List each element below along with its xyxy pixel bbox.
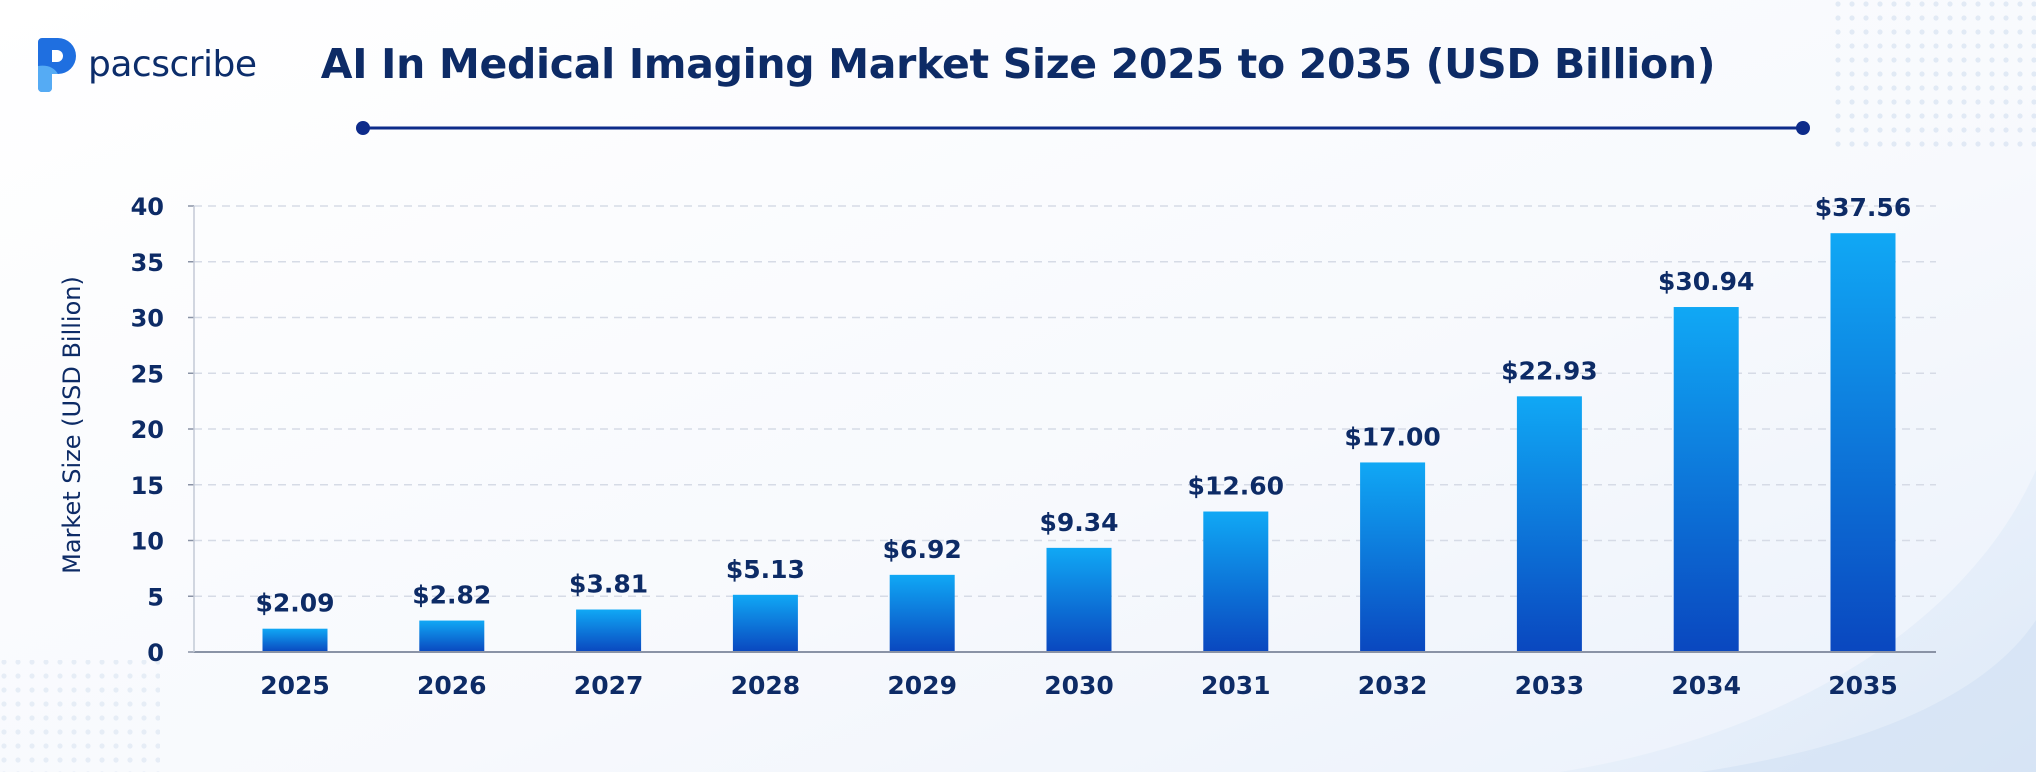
- value-labels: $2.09 $2.82 $3.81 $5.13 $6.92 $9.34 $12.60 $17.…: [255, 193, 1911, 617]
- bar-2035: [1830, 233, 1896, 652]
- x-tick-label-2034: 2034: [1671, 671, 1741, 700]
- value-label-2034: $30.94: [1658, 267, 1754, 296]
- bar-2034: [1673, 307, 1739, 652]
- y-tick-label: 15: [131, 472, 164, 500]
- value-label-2029: $6.92: [883, 535, 962, 564]
- bar-2026: [419, 620, 485, 652]
- y-axis-label: Market Size (USD Billion): [58, 276, 86, 574]
- bar-2027: [576, 609, 642, 652]
- y-tick-label: 35: [131, 249, 164, 277]
- x-tick-label-2030: 2030: [1044, 671, 1114, 700]
- value-label-2025: $2.09: [255, 589, 334, 618]
- chart-title: AI In Medical Imaging Market Size 2025 t…: [320, 40, 1716, 88]
- y-tick-label: 5: [147, 583, 164, 611]
- bar-2028: [732, 594, 798, 652]
- bar-2033: [1516, 396, 1582, 652]
- x-tick-label-2028: 2028: [731, 671, 801, 700]
- value-label-2026: $2.82: [412, 581, 491, 610]
- x-tick-label-2032: 2032: [1358, 671, 1428, 700]
- y-tick-label: 0: [147, 639, 164, 667]
- x-tick-label-2027: 2027: [574, 671, 644, 700]
- x-tick-label-2031: 2031: [1201, 671, 1271, 700]
- y-tick-label: 20: [131, 416, 164, 444]
- brand-logo: pacscribe: [36, 34, 257, 94]
- value-label-2035: $37.56: [1815, 193, 1911, 222]
- x-tick-label-2026: 2026: [417, 671, 487, 700]
- y-tick-label: 40: [131, 193, 164, 221]
- value-label-2030: $9.34: [1039, 508, 1118, 537]
- y-tick-label: 25: [131, 360, 164, 388]
- y-tick-label: 30: [131, 305, 164, 333]
- value-label-2028: $5.13: [726, 555, 805, 584]
- bar-2025: [262, 628, 328, 652]
- bar-2032: [1360, 462, 1426, 652]
- brand-name: pacscribe: [88, 43, 257, 85]
- y-tick-label: 10: [131, 528, 164, 556]
- x-tick-label-2033: 2033: [1515, 671, 1585, 700]
- x-tick-label-2029: 2029: [887, 671, 957, 700]
- value-label-2033: $22.93: [1501, 356, 1597, 385]
- value-label-2032: $17.00: [1344, 422, 1440, 451]
- x-tick-labels: 2025 2026 2027 2028 2029 2030 2031 2032 2033 2034…: [260, 671, 1898, 700]
- bars: [262, 233, 1896, 652]
- pacscribe-logo-icon: [38, 38, 76, 92]
- title-underline: [356, 121, 1810, 135]
- x-tick-label-2035: 2035: [1828, 671, 1898, 700]
- bar-2030: [1046, 547, 1112, 652]
- y-tick-labels: 0 5 10 15 20 25 30 35 40: [131, 193, 194, 667]
- value-label-2027: $3.81: [569, 570, 648, 599]
- bar-2031: [1203, 511, 1269, 652]
- x-tick-label-2025: 2025: [260, 671, 330, 700]
- bar-2029: [889, 574, 955, 652]
- value-label-2031: $12.60: [1188, 472, 1284, 501]
